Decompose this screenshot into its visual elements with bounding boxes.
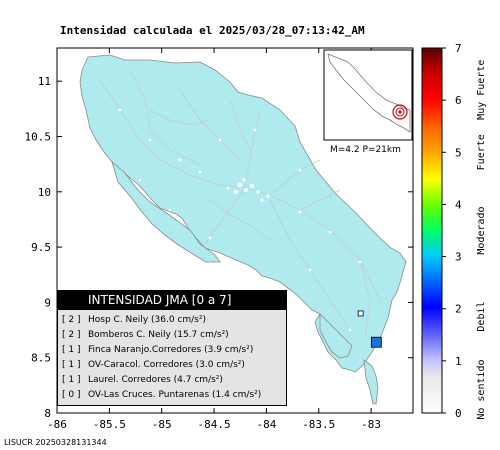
station-markers	[357, 310, 382, 348]
x-tick-label: -83.5	[302, 418, 335, 431]
y-tick-label: 9	[44, 296, 51, 309]
station-marker-intensity-0	[357, 310, 364, 317]
epicenter-marker	[398, 110, 402, 114]
colorbar-tick-label: 0	[455, 407, 462, 420]
colorbar-tick-label: 2	[455, 303, 462, 316]
inset-land	[327, 53, 411, 133]
x-tick-label: -86	[47, 418, 67, 431]
station-marker-intensity-2	[370, 336, 382, 348]
footer-id: LISUCR 20250328131344	[4, 438, 107, 447]
colorbar-category-label: Muy Fuerte	[476, 60, 487, 120]
y-tick-label: 11	[38, 75, 51, 88]
y-tick-label: 10.5	[25, 130, 52, 143]
x-tick-label: -85.5	[93, 418, 126, 431]
y-tick-label: 8.5	[31, 352, 51, 365]
plot-frame	[56, 47, 414, 414]
colorbar-ticks: 0 1 2 3 4 5 6 7	[442, 42, 462, 420]
y-tick-label: 9.5	[31, 241, 51, 254]
legend-entry: [ 1 ] OV-Caracol. Corredores (3.0 cm/s²)	[62, 360, 245, 370]
y-axis-ticks: 11 10.5 10 9.5 9 8.5 8	[25, 75, 413, 420]
y-tick-label: 10	[38, 186, 51, 199]
map-title: Intensidad calculada el 2025/03/28_07:13…	[60, 24, 365, 37]
colorbar	[421, 47, 443, 414]
legend-entry: [ 2 ] Bomberos C. Neily (15.7 cm/s²)	[62, 330, 229, 340]
colorbar-tick-label: 7	[455, 42, 462, 55]
colorbar-tick-label: 5	[455, 146, 462, 159]
colorbar-tick-label: 6	[455, 94, 462, 107]
intensity-legend: INTENSIDAD JMA [0 a 7] [ 2 ] Hosp C. Neil…	[57, 290, 287, 406]
inset-label: M=4.2 P=21km	[330, 145, 401, 155]
epicenter-ring-inner	[395, 107, 405, 117]
legend-entry: [ 2 ] Hosp C. Neily (36.0 cm/s²)	[62, 315, 206, 325]
x-tick-label: -84.5	[197, 418, 230, 431]
burica-tip	[363, 359, 379, 405]
osa-peninsula	[319, 313, 353, 359]
costa-rica-land	[79, 54, 407, 373]
nicoya-peninsula	[111, 160, 221, 263]
x-axis-ticks: -86 -85.5 -85 -84.5 -84 -83.5 -83	[47, 48, 381, 431]
legend-entry: [ 1 ] Laurel. Corredores (4.7 cm/s²)	[62, 375, 223, 385]
colorbar-tick-label: 1	[455, 355, 462, 368]
x-tick-label: -85	[152, 418, 172, 431]
inset-map: M=4.2 P=21km	[323, 49, 413, 155]
legend-entry: [ 0 ] OV-Las Cruces. Puntarenas (1.4 cm/s…	[62, 390, 262, 400]
y-tick-label: 8	[44, 407, 51, 420]
settlements	[118, 108, 362, 332]
colorbar-category-labels: No sentido Debil Moderado Fuerte Muy Fuerte	[476, 60, 487, 420]
x-tick-label: -84	[256, 418, 276, 431]
x-tick-label: -83	[361, 418, 381, 431]
colorbar-tick-label: 4	[455, 198, 462, 211]
legend-entry: [ 1 ] Finca Naranjo.Corredores (3.9 cm/s²…	[62, 345, 254, 355]
epicenter-ring-outer	[392, 104, 408, 120]
colorbar-category-label: Debil	[476, 301, 487, 331]
colorbar-category-label: Moderado	[476, 206, 487, 254]
colorbar-category-label: Fuerte	[476, 134, 487, 170]
colorbar-tick-label: 3	[455, 251, 462, 264]
legend-header: INTENSIDAD JMA [0 a 7]	[58, 291, 286, 310]
colorbar-category-label: No sentido	[476, 359, 487, 419]
